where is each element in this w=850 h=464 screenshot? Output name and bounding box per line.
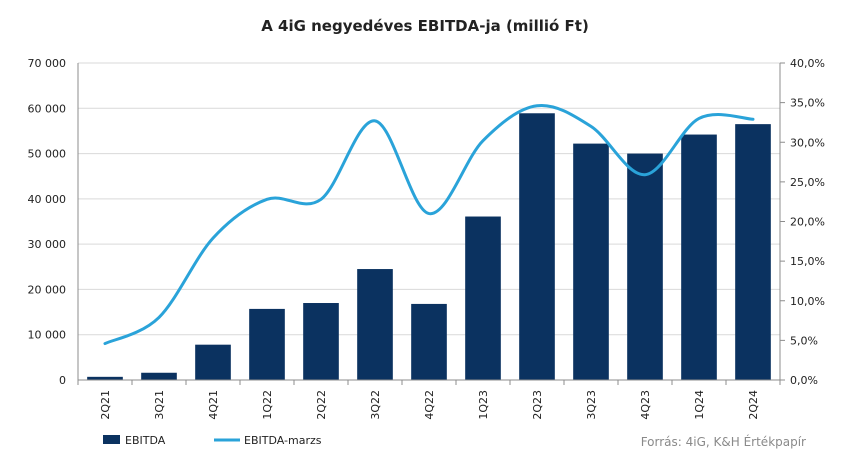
chart-container: A 4iG negyedéves EBITDA-ja (millió Ft) 0…: [0, 0, 850, 464]
bar-2Q24: [735, 124, 771, 380]
y-right-tick-label: 40,0%: [790, 57, 825, 70]
chart-svg: 0 10 000 20 000 30 000 40 000 50 000 60 000 70 …: [0, 0, 850, 464]
y-left-tick-label: 40 000: [28, 193, 67, 206]
bar-3Q23: [573, 144, 609, 380]
bar-1Q24: [681, 135, 717, 380]
x-tick-label: 4Q22: [423, 390, 436, 420]
x-tick-label: 4Q21: [207, 390, 220, 420]
y-left-tick-label: 0: [59, 374, 66, 387]
y-left-tick-label: 10 000: [28, 329, 67, 342]
x-tick-label: 2Q24: [747, 390, 760, 420]
y-left-tick-label: 60 000: [28, 102, 67, 115]
y-right-tick-label: 25,0%: [790, 176, 825, 189]
bar-1Q22: [249, 309, 285, 380]
y-left-tick-label: 30 000: [28, 238, 67, 251]
y-left-tick-label: 50 000: [28, 148, 67, 161]
legend-swatch-ebitda: [103, 435, 120, 444]
source-note: Forrás: 4iG, K&H Értékpapír: [641, 435, 806, 449]
y-right-tick-label: 15,0%: [790, 255, 825, 268]
y-right-tick-label: 30,0%: [790, 136, 825, 149]
legend-label-ebitda: EBITDA: [125, 434, 166, 447]
bar-3Q22: [357, 269, 393, 380]
y-right-tick-label: 0,0%: [790, 374, 818, 387]
y-right-tick-label: 35,0%: [790, 97, 825, 110]
x-tick-label: 4Q23: [639, 390, 652, 420]
x-tick-label: 2Q21: [99, 390, 112, 420]
bar-3Q21: [141, 373, 177, 380]
y-left-tick-label: 70 000: [28, 57, 67, 70]
x-tick-label: 1Q23: [477, 390, 490, 420]
legend-label-ebitda-marzs: EBITDA-marzs: [244, 434, 322, 447]
y-right-tick-label: 20,0%: [790, 216, 825, 229]
bar-2Q22: [303, 303, 339, 380]
x-tick-label: 1Q24: [693, 390, 706, 420]
bar-4Q23: [627, 154, 663, 380]
bar-4Q21: [195, 345, 231, 380]
x-tick-label: 3Q23: [585, 390, 598, 420]
y-right-tick-label: 10,0%: [790, 295, 825, 308]
x-tick-label: 3Q21: [153, 390, 166, 420]
bar-1Q23: [465, 217, 501, 380]
y-left-tick-label: 20 000: [28, 283, 67, 296]
y-right-tick-label: 5,0%: [790, 334, 818, 347]
x-tick-label: 1Q22: [261, 390, 274, 420]
bar-4Q22: [411, 304, 447, 380]
x-tick-label: 2Q22: [315, 390, 328, 420]
x-tick-label: 3Q22: [369, 390, 382, 420]
bar-2Q23: [519, 113, 555, 380]
x-tick-label: 2Q23: [531, 390, 544, 420]
